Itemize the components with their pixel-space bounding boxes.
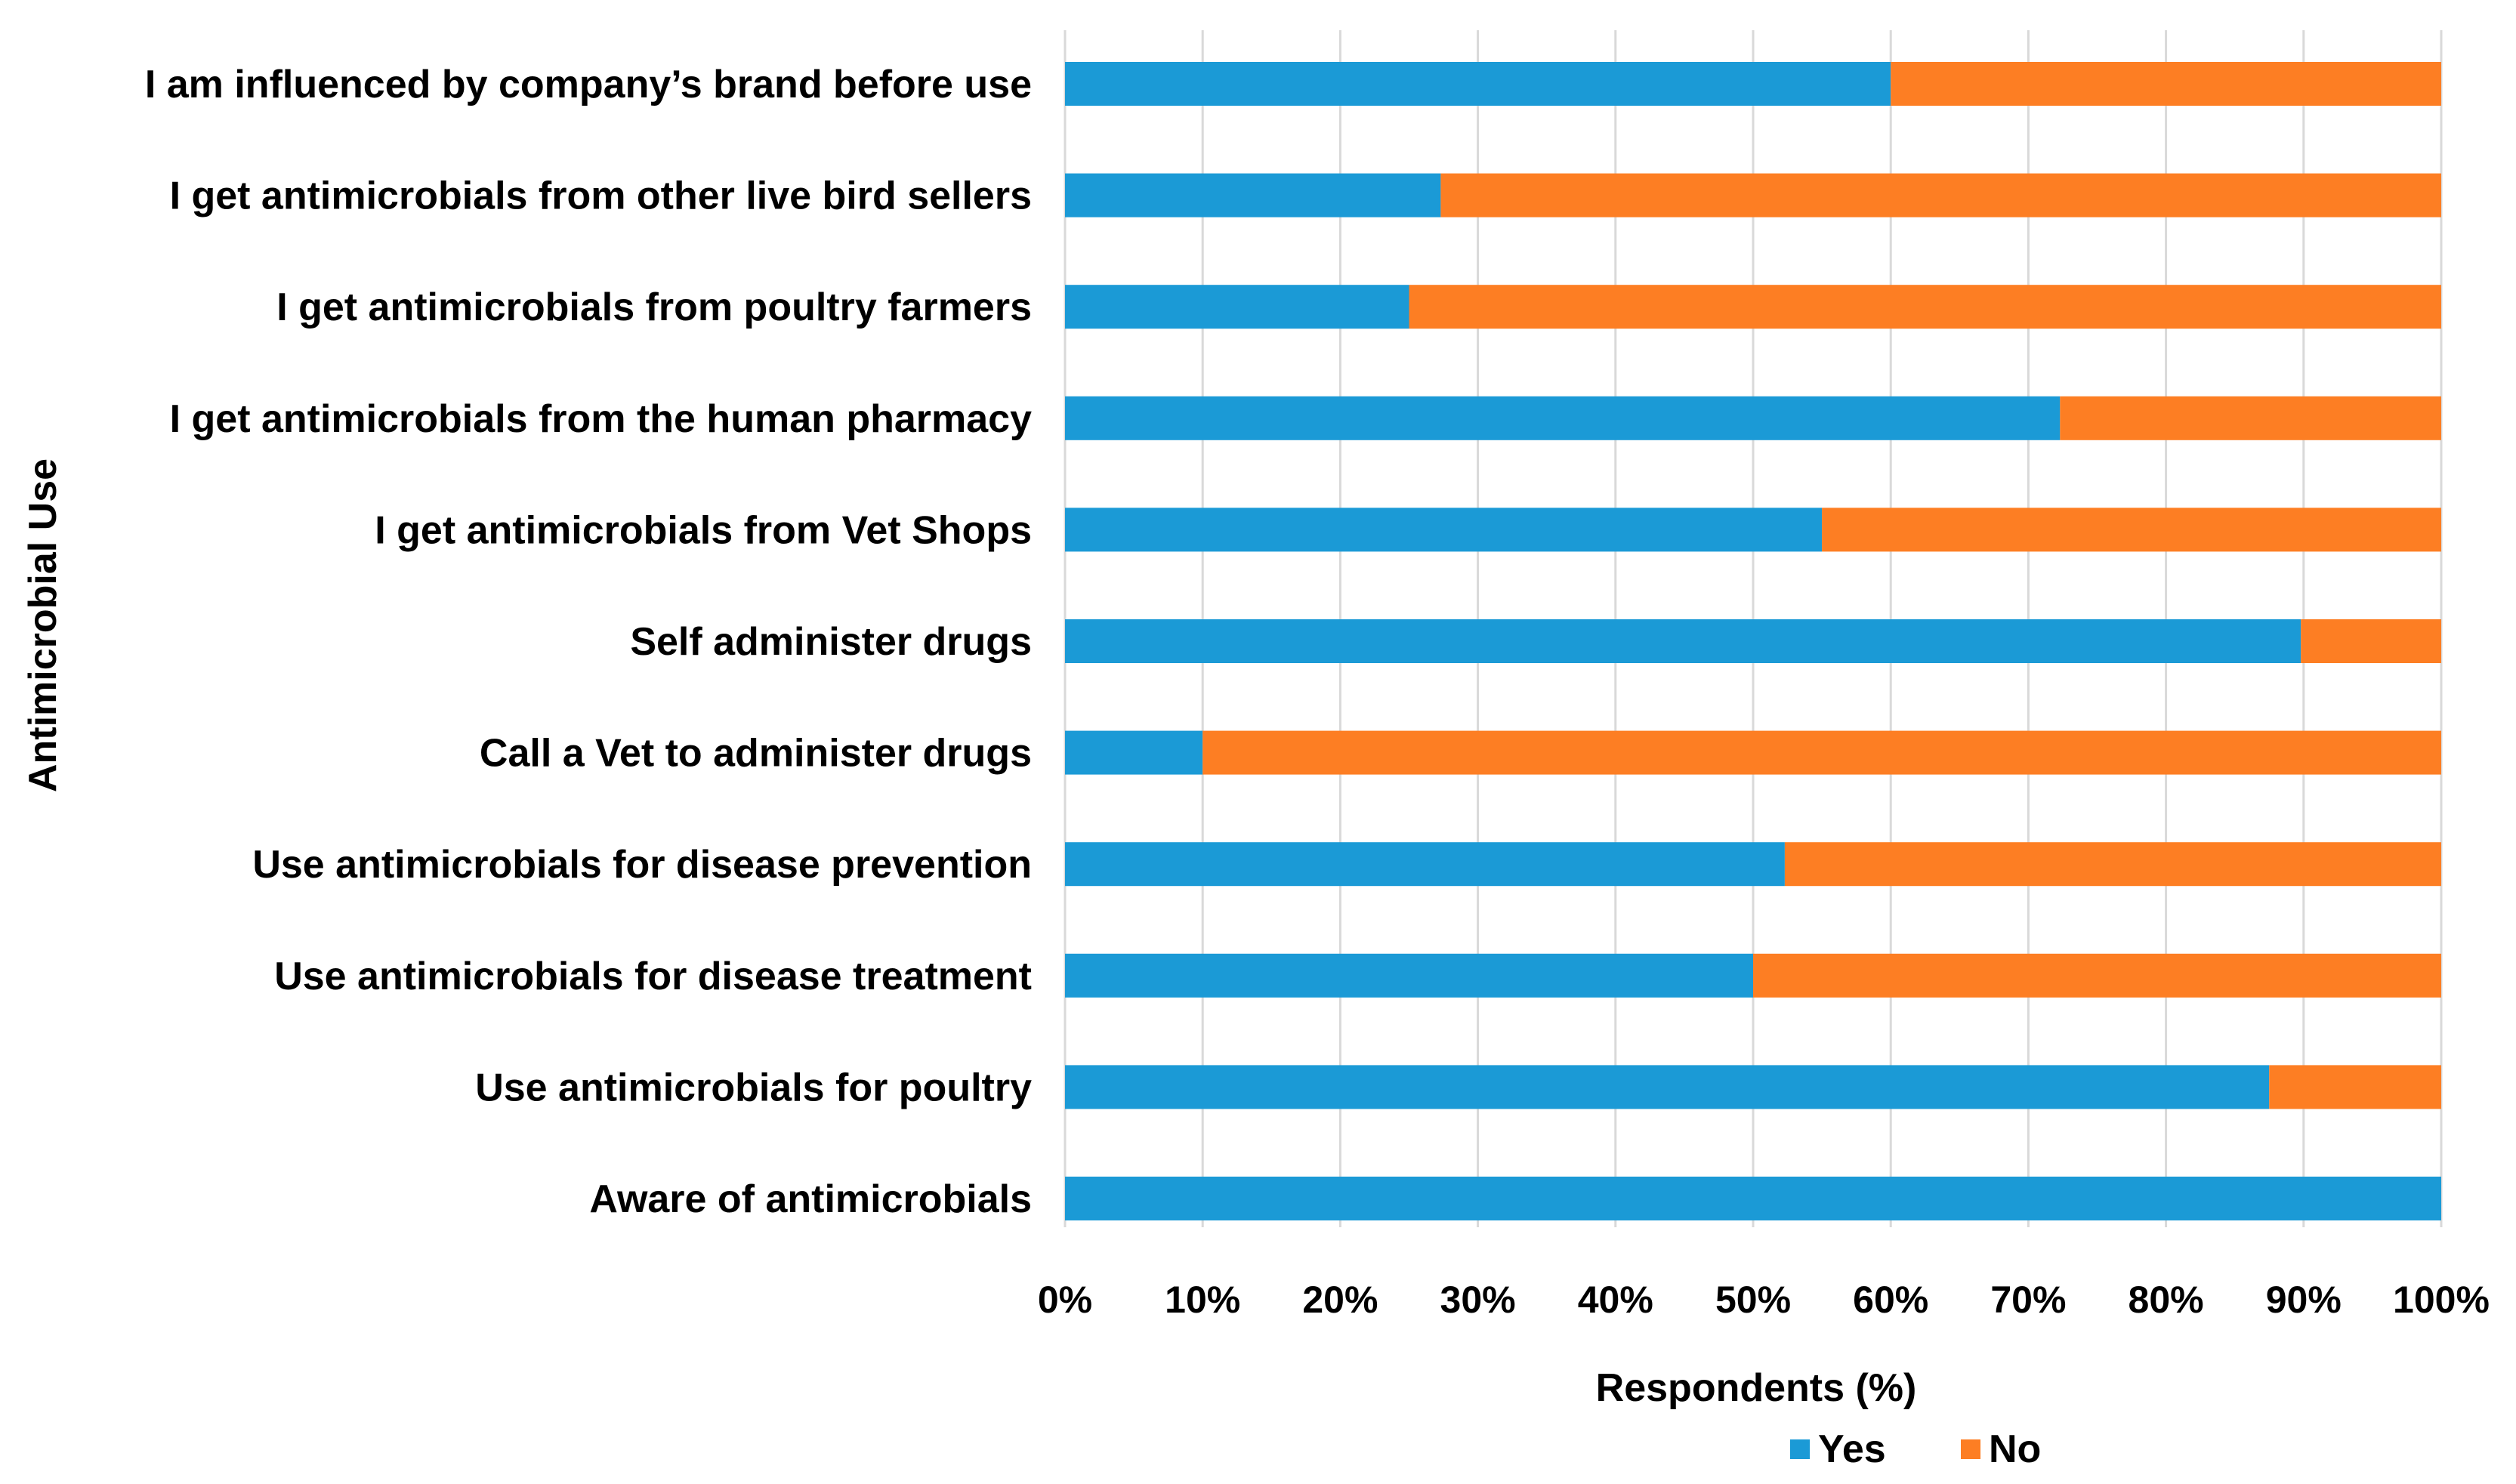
bar-segment-no	[2060, 396, 2441, 440]
bar-segment-no	[1409, 285, 2441, 329]
legend-swatch-no	[1961, 1439, 1980, 1459]
bar-segment-no	[2301, 619, 2441, 663]
bar-segment-yes	[1065, 1177, 2441, 1220]
legend-label-no: No	[1989, 1427, 2041, 1471]
legend-swatch-yes	[1790, 1439, 1810, 1459]
x-tick-labels: 0% 10% 20% 30% 40% 50% 60% 70% 80% 90% 100%	[1038, 1279, 2490, 1321]
bar-segment-yes	[1065, 173, 1441, 218]
bar-segment-yes	[1065, 619, 2301, 663]
x-tick-label: 90%	[2266, 1279, 2342, 1321]
x-axis-title: Respondents (%)	[1596, 1366, 1917, 1410]
bar-segment-yes	[1065, 285, 1409, 329]
category-label: Use antimicrobials for disease treatment	[274, 955, 1032, 998]
legend: Yes No	[1790, 1427, 2041, 1471]
bar-segment-yes	[1065, 842, 1785, 887]
x-tick-label: 70%	[1990, 1279, 2066, 1321]
category-label: Use antimicrobials for disease preventio…	[252, 843, 1032, 887]
x-tick-label: 20%	[1302, 1279, 1378, 1321]
category-label: I get antimicrobials from Vet Shops	[375, 508, 1032, 552]
bar-segment-yes	[1065, 396, 2061, 440]
category-label: I get antimicrobials from the human phar…	[170, 397, 1032, 441]
category-label: Self administer drugs	[630, 620, 1032, 664]
bar-segment-no	[1753, 953, 2441, 998]
x-tick-label: 50%	[1715, 1279, 1791, 1321]
bar-segment-yes	[1065, 62, 1891, 106]
x-tick-label: 80%	[2129, 1279, 2204, 1321]
bar-segment-yes	[1065, 1065, 2270, 1109]
y-axis-title: Antimicrobial Use	[21, 458, 65, 792]
bar-segment-no	[1784, 842, 2441, 887]
category-label: Use antimicrobials for poultry	[475, 1066, 1032, 1109]
bar-segment-no	[1891, 62, 2441, 106]
bar-segment-yes	[1065, 730, 1203, 775]
category-label: I get antimicrobials from other live bir…	[170, 174, 1032, 218]
category-label: I get antimicrobials from poultry farmer…	[276, 285, 1032, 329]
x-tick-label: 0%	[1038, 1279, 1092, 1321]
x-tick-label: 60%	[1853, 1279, 1928, 1321]
bar-segment-no	[1202, 730, 2441, 775]
category-label: Call a Vet to administer drugs	[480, 732, 1032, 776]
category-labels: I am influenced by company’s brand befor…	[145, 63, 1032, 1221]
category-label: Aware of antimicrobials	[589, 1177, 1032, 1221]
legend-label-yes: Yes	[1818, 1427, 1886, 1471]
bar-segment-no	[1822, 508, 2441, 552]
bars	[1065, 62, 2441, 1220]
x-tick-label: 10%	[1165, 1279, 1240, 1321]
category-label: I am influenced by company’s brand befor…	[145, 63, 1032, 106]
bar-segment-yes	[1065, 953, 1753, 998]
x-tick-label: 30%	[1440, 1279, 1516, 1321]
bar-segment-no	[2269, 1065, 2441, 1109]
bar-segment-yes	[1065, 508, 1823, 552]
x-tick-label: 100%	[2393, 1279, 2490, 1321]
bar-segment-no	[1440, 173, 2441, 218]
x-tick-label: 40%	[1578, 1279, 1653, 1321]
